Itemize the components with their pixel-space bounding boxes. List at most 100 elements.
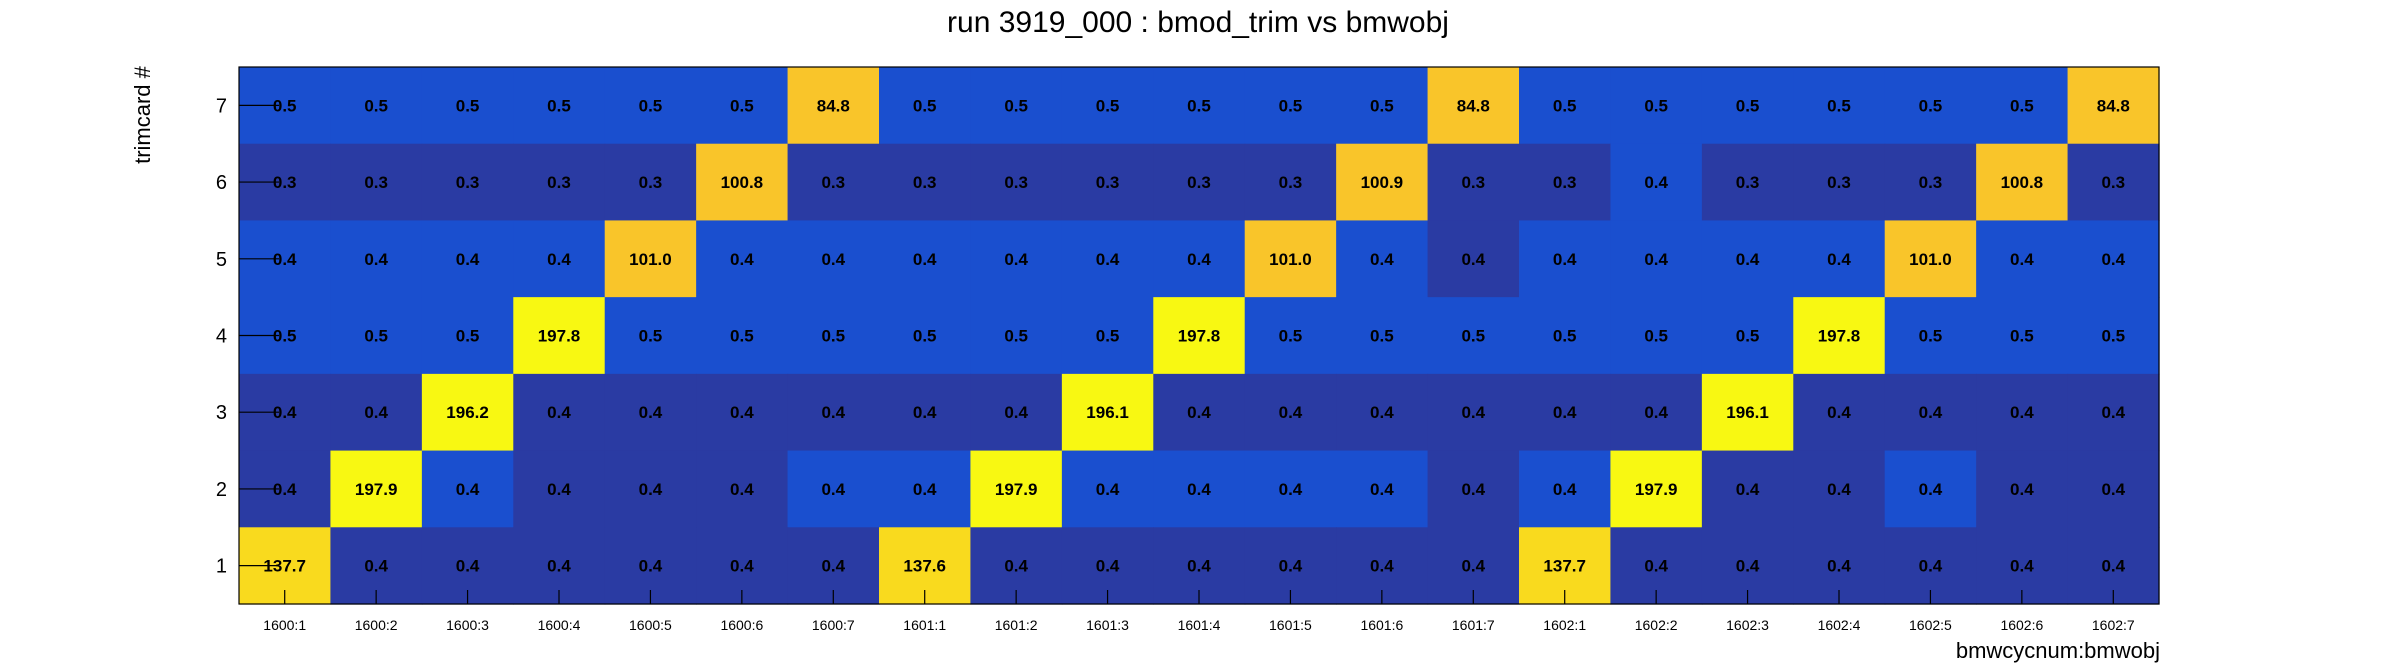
heatmap-cell (1244, 297, 1337, 375)
heatmap-cell (787, 450, 880, 528)
cell-value-label: 0.4 (1096, 250, 1120, 269)
heatmap-cell (1976, 373, 2069, 452)
heatmap-cell (1153, 220, 1246, 298)
cell-value-label: 0.4 (364, 557, 388, 576)
heatmap-cell (2067, 67, 2160, 145)
heatmap-cell (1610, 67, 1703, 145)
x-tick-label: 1601:3 (1086, 617, 1129, 633)
heatmap-cell (1884, 67, 1977, 145)
x-tick-label: 1602:6 (2000, 617, 2043, 633)
cell-value-label: 0.4 (1461, 403, 1485, 422)
cell-value-label: 0.5 (1370, 327, 1394, 346)
heatmap-cell (787, 297, 880, 375)
cell-value-label: 0.4 (1004, 250, 1028, 269)
cell-value-label: 0.4 (821, 403, 845, 422)
cell-value-label: 0.4 (913, 250, 937, 269)
heatmap-cell (1153, 143, 1246, 222)
heatmap-cell (513, 373, 606, 452)
cell-value-label: 197.9 (995, 480, 1038, 499)
cell-value-label: 0.5 (1736, 96, 1760, 115)
cell-value-label: 0.5 (2101, 327, 2125, 346)
cell-value-label: 196.1 (1086, 403, 1129, 422)
x-tick-label: 1600:5 (629, 617, 672, 633)
heatmap-cell (1793, 67, 1886, 145)
heatmap-cell (1884, 220, 1977, 298)
cell-value-label: 0.4 (547, 480, 571, 499)
cell-value-label: 0.4 (1096, 480, 1120, 499)
cell-value-label: 0.4 (1279, 557, 1303, 576)
heatmap-cell (1610, 297, 1703, 375)
heatmap-cells: 0.5 0.5 0.5 0.5 0.5 0.5 84.8 0.5 0.5 0.5 0.5 0.5 0.5… (239, 67, 2160, 605)
x-tick-label: 1601:1 (903, 617, 946, 633)
cell-value-label: 0.3 (1187, 173, 1211, 192)
cell-value-label: 0.5 (1827, 96, 1851, 115)
heatmap-cell (1701, 450, 1794, 528)
cell-value-label: 0.3 (364, 173, 388, 192)
heatmap-cell (2067, 220, 2160, 298)
heatmap-cell (787, 143, 880, 222)
cell-value-label: 0.4 (1919, 480, 1943, 499)
cell-value-label: 0.4 (364, 250, 388, 269)
cell-value-label: 84.8 (1457, 96, 1490, 115)
cell-value-label: 0.3 (456, 173, 480, 192)
heatmap-cell (696, 373, 789, 452)
heatmap-cell (513, 220, 606, 298)
cell-value-label: 0.4 (273, 480, 297, 499)
heatmap-cell (1519, 297, 1612, 375)
cell-value-label: 0.5 (1279, 327, 1303, 346)
heatmap-cell (1976, 220, 2069, 298)
cell-value-label: 0.5 (639, 327, 663, 346)
cell-value-label: 0.4 (1827, 557, 1851, 576)
cell-value-label: 0.4 (456, 480, 480, 499)
heatmap-cell (330, 143, 423, 222)
heatmap-cell (1701, 143, 1794, 222)
cell-value-label: 0.4 (1827, 250, 1851, 269)
heatmap-cell (1336, 373, 1429, 452)
cell-value-label: 0.4 (1553, 403, 1577, 422)
heatmap-cell (1427, 297, 1520, 375)
heatmap-cell (1793, 143, 1886, 222)
heatmap-cell (1519, 373, 1612, 452)
cell-value-label: 0.4 (1644, 250, 1668, 269)
heatmap-cell (787, 373, 880, 452)
cell-value-label: 197.8 (538, 327, 581, 346)
heatmap-cell (1701, 220, 1794, 298)
heatmap-cell (1153, 450, 1246, 528)
cell-value-label: 0.5 (1187, 96, 1211, 115)
heatmap-cell (1884, 143, 1977, 222)
cell-value-label: 0.3 (1827, 173, 1851, 192)
heatmap-cell (1061, 450, 1154, 528)
cell-value-label: 101.0 (1269, 250, 1312, 269)
heatmap-cell (1061, 220, 1154, 298)
heatmap-cell (604, 297, 697, 375)
cell-value-label: 0.3 (1096, 173, 1120, 192)
cell-value-label: 0.5 (913, 96, 937, 115)
heatmap-cell (1427, 373, 1520, 452)
heatmap-cell (604, 373, 697, 452)
cell-value-label: 0.4 (913, 403, 937, 422)
heatmap-cell (1610, 143, 1703, 222)
cell-value-label: 0.5 (2010, 327, 2034, 346)
heatmap-cell (879, 143, 972, 222)
cell-value-label: 0.5 (1279, 96, 1303, 115)
heatmap-cell (970, 220, 1063, 298)
heatmap-cell (1519, 143, 1612, 222)
cell-value-label: 0.5 (456, 327, 480, 346)
cell-value-label: 101.0 (1909, 250, 1952, 269)
cell-value-label: 197.8 (1178, 327, 1221, 346)
cell-value-label: 0.5 (273, 96, 297, 115)
heatmap-cell (1336, 143, 1429, 222)
heatmap-cell (1610, 450, 1703, 528)
cell-value-label: 0.4 (1370, 403, 1394, 422)
cell-value-label: 0.4 (547, 403, 571, 422)
heatmap-cell (1153, 67, 1246, 145)
heatmap-cell (1336, 67, 1429, 145)
heatmap-cell (879, 373, 972, 452)
heatmap-cell (1610, 220, 1703, 298)
heatmap-cell (330, 220, 423, 298)
cell-value-label: 0.3 (913, 173, 937, 192)
heatmap-cell (1427, 220, 1520, 298)
x-tick-label: 1602:5 (1909, 617, 1952, 633)
cell-value-label: 0.4 (273, 403, 297, 422)
heatmap-cell (513, 297, 606, 375)
